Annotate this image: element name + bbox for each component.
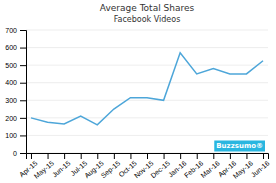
y-tick-mark (20, 135, 26, 136)
x-tick-mark (246, 153, 247, 159)
y-tick: 500 (5, 62, 26, 69)
title: Average Total Shares (100, 3, 195, 13)
x-tick-label: Jun-16 (250, 159, 271, 178)
x-tick-mark (64, 153, 65, 159)
marks (31, 53, 263, 125)
y-tick-mark (20, 153, 26, 154)
grid-line (26, 82, 268, 83)
x-tick-label: May-15 (33, 159, 56, 180)
x-tick-mark (31, 153, 32, 159)
y-tick-mark (20, 83, 26, 84)
plot-area: 0 100 200 300 400 500 600 700 Apr-15May-15Jun-15… (5, 27, 270, 181)
x-tick-mark (263, 153, 264, 159)
annotation-background (214, 141, 265, 152)
x-tick-mark (213, 153, 214, 159)
x-tick-label: Dec-15 (149, 159, 171, 179)
x-tick-label: Jun-15 (51, 159, 72, 178)
y-tick-label: 300 (5, 97, 17, 104)
x-tick-mark (230, 153, 231, 159)
y-tick: 600 (5, 44, 26, 51)
y-tick: 300 (5, 97, 26, 104)
y-tick: 400 (5, 79, 26, 86)
y-tick-mark (20, 65, 26, 66)
x-tick-mark (147, 153, 148, 159)
y-tick: 700 (5, 27, 26, 34)
x-axis: Apr-15May-15Jun-15Jul-15Aug-15Sep-15Oct-… (18, 153, 271, 180)
y-tick-mark (20, 30, 26, 31)
x-tick-mark (180, 153, 181, 159)
annotation: Buzzsumo® (216, 142, 263, 150)
y-tick: 0 (13, 150, 26, 157)
x-tick-mark (164, 153, 165, 159)
x-tick: Jun-16 (250, 153, 271, 178)
y-tick-mark (20, 118, 26, 119)
y-tick: 200 (5, 115, 26, 122)
x-axis-line (27, 154, 269, 160)
data-line (31, 53, 263, 125)
x-tick-mark (48, 153, 49, 159)
grid-line (26, 65, 268, 66)
x-tick-mark (114, 153, 115, 159)
x-tick-label: May-16 (232, 159, 255, 180)
grid-line (26, 135, 268, 136)
y-tick-label: 100 (5, 132, 17, 139)
x-tick-mark (130, 153, 131, 159)
grid-line (26, 117, 268, 118)
y-tick-label: 600 (5, 44, 17, 51)
y-tick: 100 (5, 132, 26, 139)
annotation-badge: Buzzsumo® (214, 141, 265, 152)
y-tick-mark (20, 48, 26, 49)
x-tick-mark (97, 153, 98, 159)
x-tick-label: Sep-15 (100, 159, 123, 180)
y-axis: 0 100 200 300 400 500 600 700 (5, 27, 26, 157)
x-tick-mark (81, 153, 82, 159)
y-tick-label: 500 (5, 62, 17, 69)
grid-line (26, 30, 268, 31)
x-tick-mark (197, 153, 198, 159)
y-tick-label: 700 (5, 27, 17, 34)
y-tick-label: 400 (5, 79, 17, 86)
x-tick: Jun-15 (51, 153, 72, 178)
y-tick-mark (20, 100, 26, 101)
y-tick-label: 0 (13, 150, 17, 157)
grid (26, 30, 268, 153)
chart-container: Average Total Shares Facebook Videos 0 100 2… (0, 0, 276, 183)
y-axis-line (20, 31, 27, 154)
grid-line (26, 47, 268, 48)
grid-line (26, 100, 268, 101)
subtitle: Facebook Videos (114, 15, 181, 24)
chart-svg: Average Total Shares Facebook Videos 0 100 2… (0, 0, 276, 183)
y-tick-label: 200 (5, 115, 17, 122)
x-tick-label: Mar-16 (199, 159, 221, 179)
